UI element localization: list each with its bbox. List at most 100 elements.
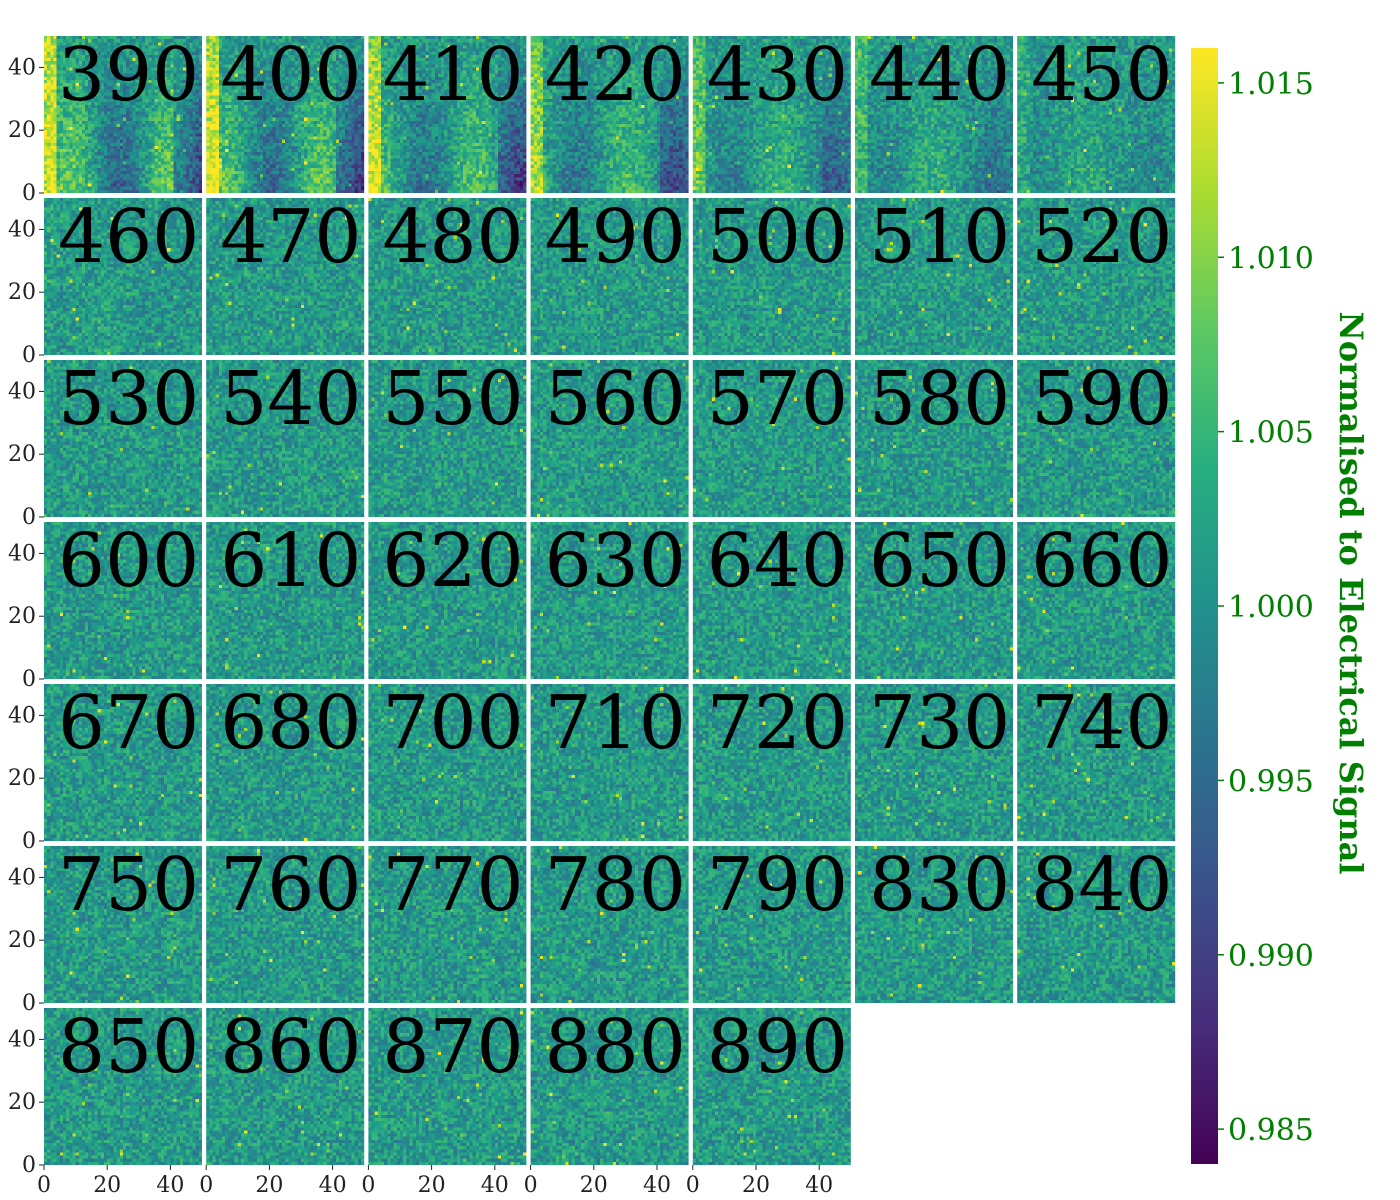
x-tick-label: 40 bbox=[643, 1173, 671, 1198]
y-tick-label: 20 bbox=[8, 928, 36, 953]
panel-label: 410 bbox=[382, 32, 523, 118]
colorbar-tick-label: 0.985 bbox=[1228, 1113, 1314, 1148]
heatmap-image bbox=[692, 684, 851, 841]
heatmap-image bbox=[692, 198, 851, 355]
panel-label: 880 bbox=[545, 1004, 686, 1090]
heatmap-image bbox=[368, 684, 527, 841]
heatmap-panel-770: 770 bbox=[368, 842, 527, 1003]
heatmap-panel-890: 890 bbox=[692, 1004, 851, 1165]
heatmap-panel-870: 870 bbox=[368, 1004, 527, 1165]
x-tick-label: 20 bbox=[255, 1173, 283, 1198]
panel-label: 790 bbox=[707, 842, 848, 928]
heatmap-panel-760: 760 bbox=[206, 842, 365, 1003]
heatmap-panel-830: 830 bbox=[855, 842, 1013, 1003]
heatmap-image bbox=[530, 1008, 689, 1165]
colorbar-tick-label: 0.990 bbox=[1228, 939, 1314, 974]
heatmap-panel-670: 670 bbox=[44, 680, 202, 841]
panel-label: 780 bbox=[545, 842, 686, 928]
panel-label: 430 bbox=[707, 32, 848, 118]
heatmap-image bbox=[368, 198, 527, 355]
panel-label: 560 bbox=[545, 356, 686, 442]
panel-label: 480 bbox=[382, 194, 523, 280]
panel-label: 490 bbox=[545, 194, 686, 280]
panel-label: 710 bbox=[545, 680, 686, 766]
heatmap-panel-750: 750 bbox=[44, 842, 202, 1003]
panel-label: 840 bbox=[1031, 842, 1172, 928]
panel-label: 770 bbox=[382, 842, 523, 928]
heatmap-image bbox=[44, 684, 202, 841]
y-tick-label: 20 bbox=[8, 280, 36, 305]
colorbar-gradient bbox=[1191, 48, 1218, 1164]
heatmap-panel-530: 530 bbox=[44, 356, 202, 517]
y-tick-label: 40 bbox=[8, 1027, 36, 1052]
panel-label: 550 bbox=[382, 356, 523, 442]
x-tick-label: 40 bbox=[481, 1173, 509, 1198]
heatmap-panel-710: 710 bbox=[530, 680, 689, 841]
y-tick-label: 20 bbox=[8, 442, 36, 467]
y-tick-label: 40 bbox=[8, 703, 36, 728]
y-tick-label: 40 bbox=[8, 217, 36, 242]
heatmap-panel-480: 480 bbox=[368, 194, 527, 355]
heatmap-panel-420: 420 bbox=[530, 32, 689, 193]
panel-label: 530 bbox=[58, 356, 199, 442]
panel-label: 630 bbox=[545, 518, 686, 604]
colorbar: 0.985 0.990 0.995 1.000 1.005 1.010 1.015 Norm… bbox=[1191, 48, 1370, 1164]
colorbar-title: Normalised to Electrical Signal bbox=[1332, 311, 1370, 874]
heatmap-image bbox=[530, 846, 689, 1003]
heatmap-image bbox=[368, 1008, 527, 1165]
heatmap-image bbox=[368, 522, 527, 679]
y-tick-label: 40 bbox=[8, 541, 36, 566]
heatmap-panel-680: 680 bbox=[206, 680, 365, 841]
panel-label: 450 bbox=[1031, 32, 1172, 118]
heatmap-panel-780: 780 bbox=[530, 842, 689, 1003]
heatmap-image bbox=[855, 684, 1013, 841]
x-tick-label: 40 bbox=[156, 1173, 184, 1198]
panel-label: 400 bbox=[220, 32, 361, 118]
heatmap-image bbox=[206, 522, 365, 679]
panel-label: 700 bbox=[382, 680, 523, 766]
panel-label: 440 bbox=[869, 32, 1010, 118]
heatmap-image bbox=[368, 846, 527, 1003]
heatmap-panel-600: 600 bbox=[44, 518, 202, 679]
colorbar-tick-label: 1.015 bbox=[1228, 67, 1314, 102]
heatmap-image bbox=[530, 360, 689, 517]
x-tick-label: 0 bbox=[524, 1173, 538, 1198]
heatmap-panel-630: 630 bbox=[530, 518, 689, 679]
heatmap-image bbox=[368, 360, 527, 517]
heatmap-panel-880: 880 bbox=[530, 1004, 689, 1165]
y-tick-label: 0 bbox=[22, 1153, 36, 1178]
heatmap-panel-590: 590 bbox=[1017, 356, 1176, 517]
panel-label: 600 bbox=[58, 518, 199, 604]
heatmap-image bbox=[1017, 36, 1176, 193]
heatmap-image bbox=[1017, 198, 1176, 355]
panel-label: 590 bbox=[1031, 356, 1172, 442]
panel-label: 620 bbox=[382, 518, 523, 604]
heatmap-panel-740: 740 bbox=[1017, 680, 1176, 841]
heatmap-panel-430: 430 bbox=[692, 32, 851, 193]
heatmap-image bbox=[530, 684, 689, 841]
heatmap-panel-860: 860 bbox=[206, 1004, 365, 1165]
heatmap-panel-660: 660 bbox=[1017, 518, 1176, 679]
heatmap-panel-620: 620 bbox=[368, 518, 527, 679]
x-tick-label: 0 bbox=[361, 1173, 375, 1198]
heatmap-image bbox=[206, 684, 365, 841]
y-tick-label: 0 bbox=[22, 667, 36, 692]
panel-label: 610 bbox=[220, 518, 361, 604]
panel-label: 470 bbox=[220, 194, 361, 280]
panel-label: 510 bbox=[869, 194, 1010, 280]
heatmap-panel-510: 510 bbox=[855, 194, 1013, 355]
panel-label: 650 bbox=[869, 518, 1010, 604]
heatmap-image bbox=[855, 846, 1013, 1003]
heatmap-panel-730: 730 bbox=[855, 680, 1013, 841]
heatmap-panel-720: 720 bbox=[692, 680, 851, 841]
heatmap-image bbox=[1017, 846, 1176, 1003]
panel-label: 640 bbox=[707, 518, 848, 604]
panel-label: 740 bbox=[1031, 680, 1172, 766]
heatmap-image bbox=[1017, 684, 1176, 841]
panel-label: 720 bbox=[707, 680, 848, 766]
heatmap-image bbox=[1017, 522, 1176, 679]
colorbar-tick-label: 0.995 bbox=[1228, 764, 1314, 799]
heatmap-image bbox=[44, 360, 202, 517]
heatmap-image bbox=[855, 36, 1013, 193]
